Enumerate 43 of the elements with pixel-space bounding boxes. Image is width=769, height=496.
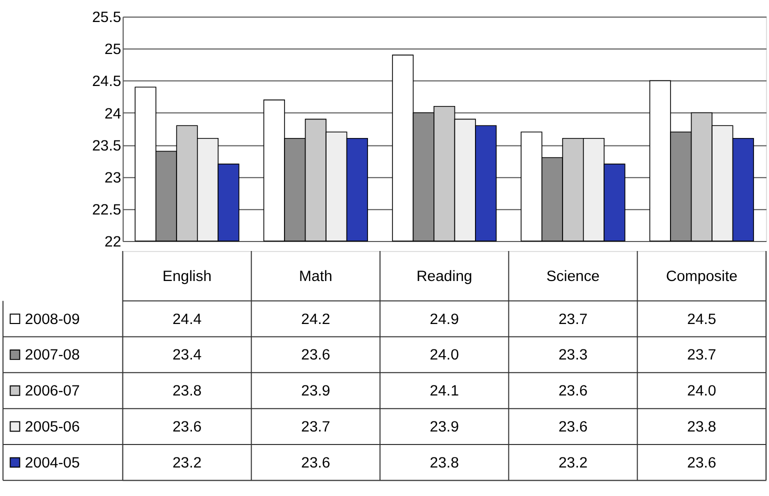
y-tick-label: 25 — [104, 41, 122, 58]
x-tick-label: Reading — [416, 268, 472, 285]
y-tick-label: 22 — [104, 233, 122, 250]
data-label: 23.3 — [558, 346, 588, 364]
data-label: 24.4 — [172, 310, 202, 328]
data-label: 23.9 — [301, 382, 330, 400]
x-tick-label: Composite — [666, 268, 738, 285]
y-tick-label: 23.5 — [92, 137, 122, 154]
data-label: 23.6 — [558, 418, 588, 436]
data-label: 23.8 — [430, 454, 459, 472]
data-label: 24.9 — [430, 310, 459, 328]
y-tick-label: 25.5 — [92, 9, 122, 26]
data-label: 24.1 — [430, 382, 459, 400]
x-tick-label: Math — [299, 268, 332, 285]
x-tick-label: Science — [546, 268, 600, 285]
data-label: 23.8 — [172, 382, 202, 400]
data-label: 23.7 — [558, 310, 588, 328]
data-label: 23.8 — [687, 418, 716, 436]
legend-label: 2007-08 — [24, 346, 80, 364]
data-label: 23.6 — [687, 454, 716, 472]
data-label: 23.2 — [558, 454, 588, 472]
data-label: 23.2 — [172, 454, 202, 472]
legend-label: 2004-05 — [24, 454, 80, 472]
legend-label: 2008-09 — [24, 310, 80, 328]
data-label: 24.0 — [687, 382, 716, 400]
legend-label: 2006-07 — [24, 382, 80, 400]
legend-label: 2005-06 — [24, 418, 80, 436]
data-label: 23.6 — [172, 418, 202, 436]
data-label: 23.7 — [301, 418, 330, 436]
x-tick-label: English — [162, 268, 212, 285]
y-tick-label: 22.5 — [92, 201, 122, 218]
data-label: 24.0 — [430, 346, 459, 364]
y-tick-label: 23 — [104, 169, 122, 186]
y-tick-label: 24.5 — [92, 73, 122, 90]
data-label: 24.2 — [301, 310, 330, 328]
data-label: 23.6 — [301, 454, 330, 472]
data-label: 23.6 — [558, 382, 588, 400]
data-label: 24.5 — [687, 310, 716, 328]
data-label: 23.9 — [430, 418, 459, 436]
y-tick-label: 24 — [104, 105, 122, 122]
data-label: 23.7 — [687, 346, 716, 364]
data-label: 23.6 — [301, 346, 330, 364]
data-label: 23.4 — [172, 346, 202, 364]
